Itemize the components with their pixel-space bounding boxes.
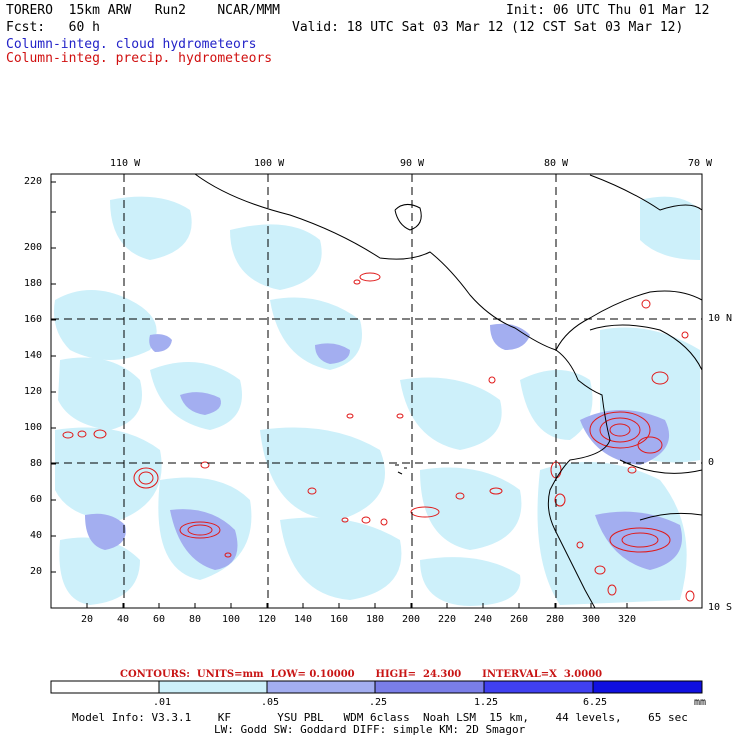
lon-label-90w: 90 W (400, 158, 425, 169)
x-tick-label: 200 (402, 614, 421, 625)
y-tick-label: 120 (24, 386, 43, 397)
x-tick-label: 40 (117, 614, 130, 625)
cloud-field-light (54, 196, 700, 606)
colorbar-bin-0 (51, 681, 159, 693)
y-tick-label: 60 (30, 494, 43, 505)
y-tick-label: 180 (24, 278, 43, 289)
x-tick-label: 220 (438, 614, 457, 625)
colorbar-unit: mm (694, 697, 707, 708)
y-tick-label: 160 (24, 314, 43, 325)
lon-label-80w: 80 W (544, 158, 569, 169)
model-info-line2: LW: Godd SW: Goddard DIFF: simple KM: 2D… (214, 723, 526, 736)
y-tick-label: 100 (24, 422, 43, 433)
colorbar-dividers (158, 681, 594, 693)
colorbar (50, 680, 703, 694)
colorbar-bin-3 (375, 681, 484, 693)
y-tick-label: 220 (24, 176, 43, 187)
x-tick-label: 180 (366, 614, 385, 625)
y-tick-label: 140 (24, 350, 43, 361)
x-tick-label: 20 (81, 614, 94, 625)
contour-info: CONTOURS: UNITS=mm LOW= 0.10000 HIGH= 24… (120, 669, 603, 680)
map-panel (50, 173, 703, 609)
field-precip-label: Column-integ. precip. hydrometeors (6, 51, 273, 66)
x-tick-label: 120 (258, 614, 277, 625)
graticule (51, 174, 702, 608)
x-tick-label: 240 (474, 614, 493, 625)
x-tick-label: 260 (510, 614, 529, 625)
model-info-line1: Model Info: V3.3.1 KF YSU PBL WDM 6class… (72, 711, 688, 724)
x-tick-label: 100 (222, 614, 241, 625)
x-tick-label: 160 (330, 614, 349, 625)
field-cloud-label: Column-integ. cloud hydrometeors (6, 37, 257, 52)
coastline (194, 173, 703, 609)
model-title: TORERO 15km ARW Run2 NCAR/MMM (6, 3, 280, 18)
colorbar-label: .01 (153, 697, 172, 708)
map-frame (50, 173, 703, 609)
init-time: Init: 06 UTC Thu 01 Mar 12 (506, 3, 710, 18)
y-tick-label: 200 (24, 242, 43, 253)
x-tick-label: 60 (153, 614, 166, 625)
lat-label-10s: 10 S (708, 602, 733, 613)
x-tick-label: 80 (189, 614, 202, 625)
x-tick-label: 140 (294, 614, 313, 625)
lon-label-70w: 70 W (688, 158, 713, 169)
valid-time: Valid: 18 UTC Sat 03 Mar 12 (12 CST Sat … (292, 20, 684, 35)
lon-label-100w: 100 W (254, 158, 285, 169)
colorbar-label: 6.25 (583, 697, 608, 708)
x-tick-label: 280 (546, 614, 565, 625)
colorbar-bin-2 (267, 681, 375, 693)
colorbar-bin-4 (484, 681, 593, 693)
colorbar-label: .25 (369, 697, 388, 708)
y-tick-label: 80 (30, 458, 43, 469)
x-tick-label: 320 (618, 614, 637, 625)
x-tick-label: 300 (582, 614, 601, 625)
colorbar-label: 1.25 (474, 697, 499, 708)
colorbar-bin-1 (159, 681, 267, 693)
y-tick-label: 40 (30, 530, 43, 541)
colorbar-label: .05 (261, 697, 280, 708)
tick-marks (51, 181, 628, 608)
lat-label-0: 0 (708, 457, 715, 468)
lat-label-10n: 10 N (708, 313, 733, 324)
precip-contours (62, 272, 695, 602)
colorbar-bin-5 (593, 681, 702, 693)
lon-label-110w: 110 W (110, 158, 141, 169)
y-tick-label: 20 (30, 566, 43, 577)
forecast-hour: Fcst: 60 h (6, 20, 100, 35)
colorbar-frame (50, 680, 703, 694)
